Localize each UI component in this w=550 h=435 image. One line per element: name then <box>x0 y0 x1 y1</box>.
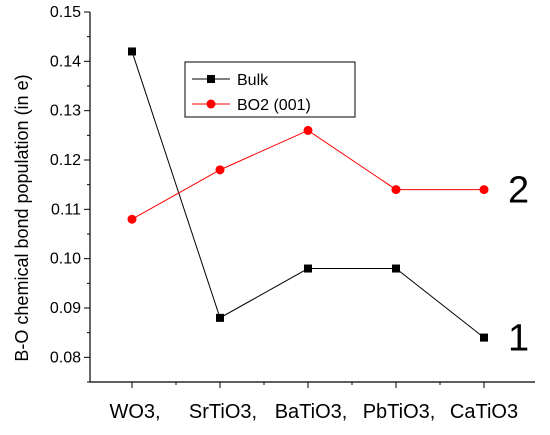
data-point <box>392 264 400 273</box>
x-ticks: WO3, SrTiO3, BaTiO3, PbTiO3, CaTiO3 <box>109 382 518 423</box>
series-bulk <box>128 47 488 342</box>
data-point <box>479 185 489 195</box>
x-tick-label: SrTiO3, <box>189 401 257 423</box>
legend-label: BO2 (001) <box>237 97 311 114</box>
series-end-label: 1 <box>508 318 529 360</box>
x-tick-label: BaTiO3, <box>275 401 348 423</box>
data-point <box>127 214 137 224</box>
y-tick-label: 0.09 <box>50 300 81 317</box>
data-point <box>216 313 224 322</box>
data-point <box>303 125 313 135</box>
y-tick-label: 0.14 <box>50 53 81 70</box>
series-end-label: 2 <box>508 170 529 212</box>
y-tick-label: 0.15 <box>50 4 81 21</box>
legend-label: Bulk <box>237 72 269 89</box>
data-point <box>128 47 136 56</box>
data-point <box>304 264 312 273</box>
y-axis-title: B-O chemical bond population (in e) <box>12 74 32 361</box>
legend-marker <box>207 75 215 83</box>
series-bo2-001- <box>127 125 489 224</box>
series-line <box>131 129 484 220</box>
x-tick-label: CaTiO3 <box>450 401 518 423</box>
axes <box>89 12 535 383</box>
y-tick-label: 0.08 <box>50 349 81 366</box>
y-tick-label: 0.11 <box>51 201 81 218</box>
legend: Bulk BO2 (001) <box>184 61 356 118</box>
y-ticks: 0.08 0.09 0.10 0.11 0.12 0.13 0.14 0.15 <box>50 4 90 383</box>
y-tick-label: 0.13 <box>50 103 81 120</box>
legend-marker <box>206 99 216 109</box>
data-point <box>391 185 401 195</box>
series-annotations: 12 <box>508 170 529 360</box>
x-tick-label: PbTiO3, <box>363 401 436 423</box>
x-tick-label: WO3, <box>109 401 160 423</box>
y-tick-label: 0.10 <box>50 251 81 268</box>
y-tick-label: 0.12 <box>50 152 81 169</box>
data-point <box>215 165 225 175</box>
series-group <box>127 47 489 342</box>
data-point <box>480 333 488 342</box>
